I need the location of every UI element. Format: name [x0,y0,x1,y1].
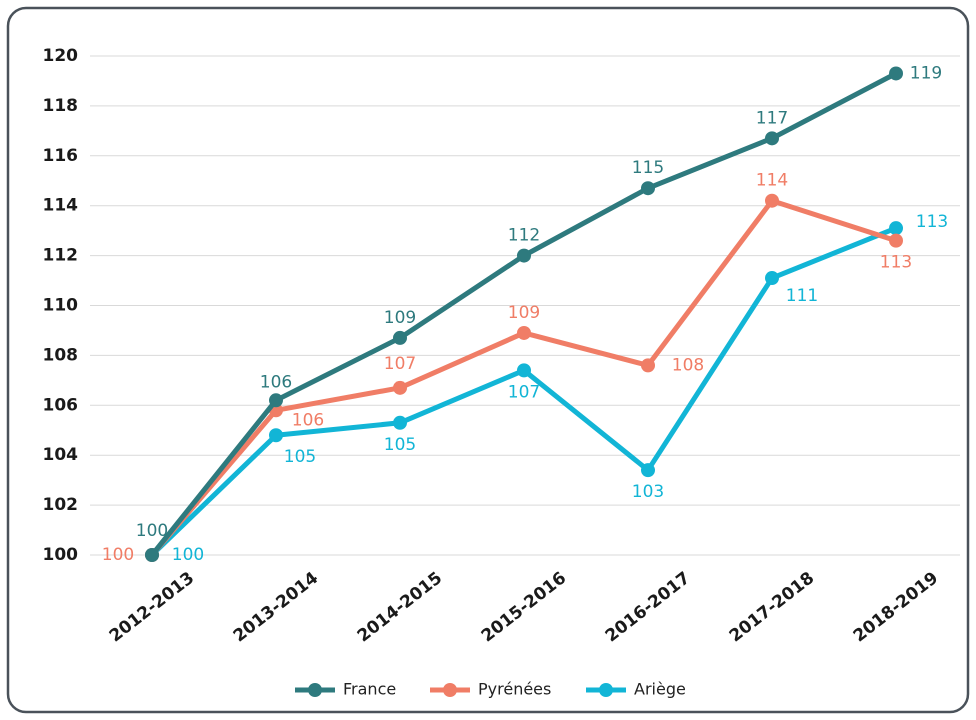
y-tick-label: 100 [43,545,79,565]
data-label: 105 [384,435,416,455]
y-tick-label: 110 [43,296,79,316]
data-label: 112 [508,226,540,246]
legend-label: France [343,680,396,699]
point [641,181,655,196]
legend-swatch-dot [443,683,457,697]
data-label: 108 [672,355,704,375]
data-label: 113 [880,253,912,273]
data-label: 103 [632,482,664,502]
point [889,221,903,236]
point [269,393,283,408]
y-tick-label: 108 [43,345,79,365]
point [517,363,531,378]
data-label: 109 [384,308,416,328]
data-label: 100 [102,545,134,565]
data-label: 114 [756,171,788,191]
data-label: 107 [384,354,416,374]
y-tick-label: 112 [43,246,79,266]
data-label: 115 [632,158,664,178]
data-label: 119 [910,63,942,83]
point [641,463,655,478]
y-tick-label: 116 [43,146,79,166]
point [889,66,903,81]
point [765,193,779,208]
y-tick-label: 114 [43,196,79,216]
point [269,428,283,443]
data-label: 100 [172,545,204,565]
y-tick-label: 104 [43,445,79,465]
legend-label: Ariège [634,680,686,699]
data-label: 113 [916,212,948,232]
y-tick-label: 106 [43,395,79,415]
point [517,248,531,263]
data-label: 106 [292,410,324,430]
point [765,271,779,286]
legend-label: Pyrénées [478,680,551,699]
data-label: 100 [136,521,168,541]
point [517,325,531,340]
point [393,415,407,430]
legend-swatch-dot [599,683,613,697]
y-tick-label: 120 [43,46,79,66]
data-label: 111 [786,286,818,306]
point [393,330,407,345]
data-label: 107 [508,382,540,402]
data-label: 109 [508,303,540,323]
legend-swatch-dot [308,683,322,697]
data-label: 117 [756,108,788,128]
point [393,380,407,395]
y-tick-label: 118 [43,96,79,116]
point [765,131,779,146]
y-tick-label: 102 [43,495,79,515]
data-label: 105 [284,447,316,467]
data-label: 106 [260,372,292,392]
point [641,358,655,373]
card-frame [6,6,970,714]
point [145,548,159,562]
point [889,233,903,248]
